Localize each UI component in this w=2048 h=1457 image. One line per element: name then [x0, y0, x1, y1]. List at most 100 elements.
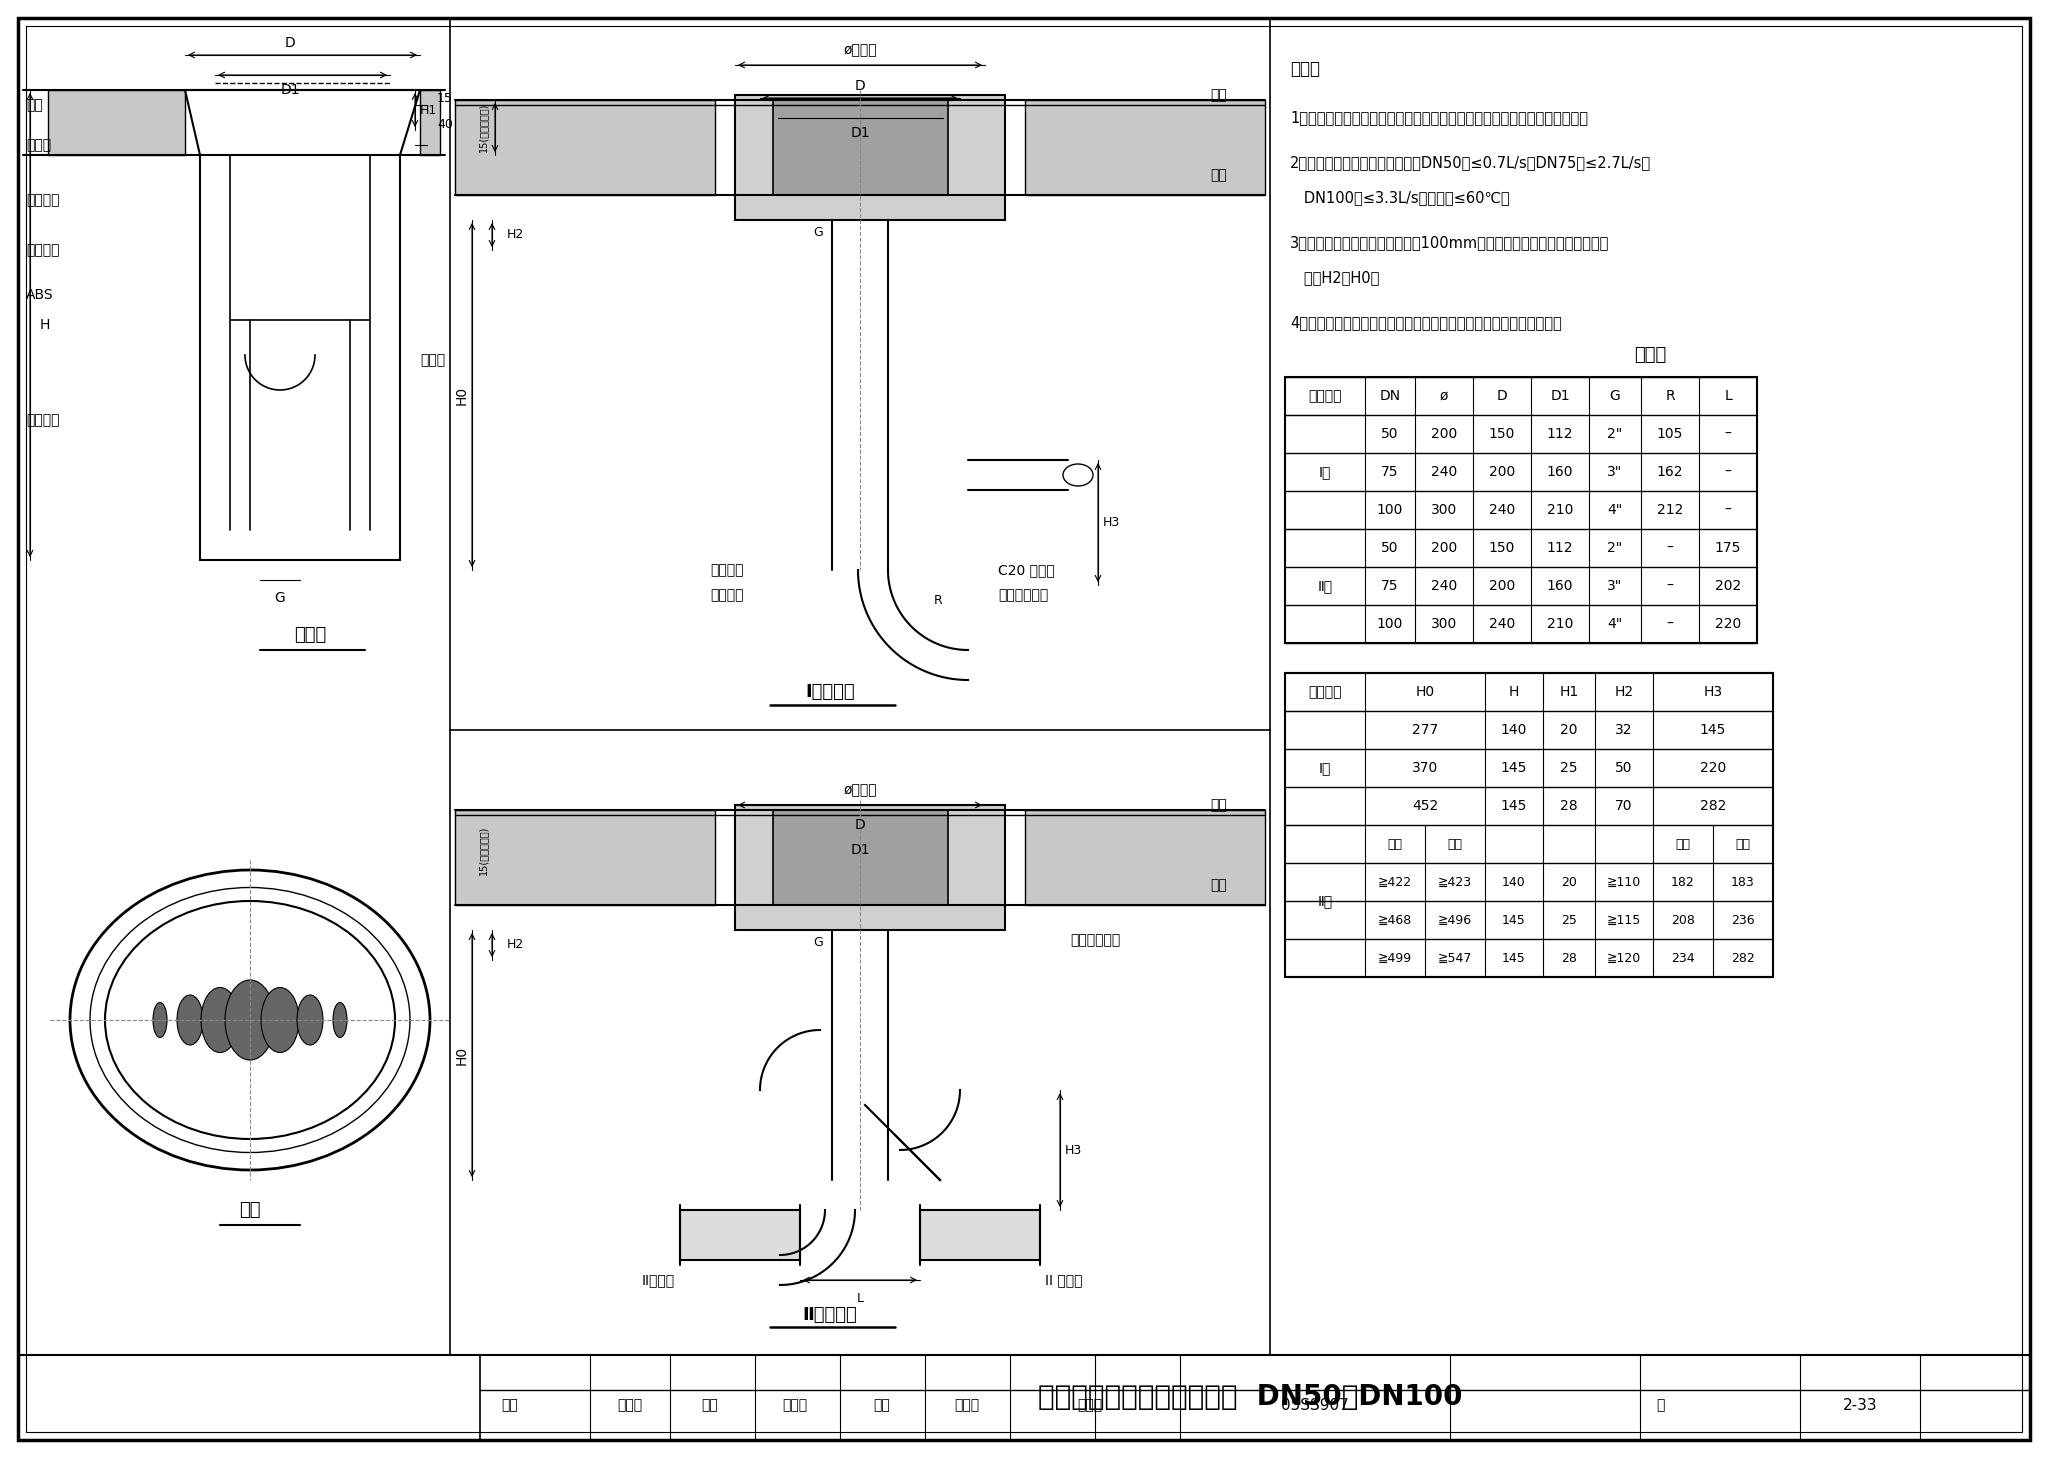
- Text: 螺纹连接: 螺纹连接: [27, 412, 59, 427]
- Text: 弯头: 弯头: [1675, 838, 1690, 851]
- Text: II 型弯头: II 型弯头: [1044, 1273, 1083, 1287]
- Text: 箅子: 箅子: [240, 1201, 260, 1220]
- Text: 外丝月弯: 外丝月弯: [711, 589, 743, 602]
- Text: 楼板: 楼板: [1210, 168, 1227, 182]
- Text: 铸铁防溢地漏构造及安装图  DN50～DN100: 铸铁防溢地漏构造及安装图 DN50～DN100: [1038, 1384, 1462, 1412]
- Text: 282: 282: [1731, 951, 1755, 965]
- Ellipse shape: [201, 988, 240, 1052]
- Text: 25: 25: [1561, 761, 1577, 775]
- Text: ≧115: ≧115: [1608, 914, 1640, 927]
- Text: 接管型号: 接管型号: [1309, 389, 1341, 404]
- Bar: [455, 810, 715, 905]
- Bar: [735, 95, 1006, 220]
- Bar: [1024, 810, 1266, 905]
- Text: 282: 282: [1700, 798, 1726, 813]
- Text: ø: ø: [1440, 389, 1448, 404]
- Text: 灰口铸铁: 灰口铸铁: [27, 243, 59, 256]
- Text: ≧120: ≧120: [1608, 951, 1640, 965]
- Ellipse shape: [260, 988, 299, 1052]
- Text: H3: H3: [1704, 685, 1722, 699]
- Text: 220: 220: [1714, 616, 1741, 631]
- Text: H: H: [41, 318, 51, 332]
- Text: 防溢件: 防溢件: [420, 353, 444, 367]
- Text: 70: 70: [1616, 798, 1632, 813]
- Text: 277: 277: [1411, 723, 1438, 737]
- Bar: [420, 90, 440, 154]
- Text: –: –: [1724, 503, 1731, 517]
- Text: 调整H2和H0。: 调整H2和H0。: [1290, 270, 1380, 286]
- Text: 452: 452: [1411, 798, 1438, 813]
- Text: Ⅰ型安装图: Ⅰ型安装图: [805, 683, 854, 701]
- Text: H2: H2: [508, 229, 524, 242]
- Text: 160: 160: [1546, 578, 1573, 593]
- Text: 50: 50: [1616, 761, 1632, 775]
- Bar: [1024, 101, 1266, 195]
- Text: 162: 162: [1657, 465, 1683, 479]
- Bar: [1024, 101, 1266, 195]
- Text: G: G: [1610, 389, 1620, 404]
- Text: Ⅱ型安装图: Ⅱ型安装图: [803, 1305, 858, 1324]
- Text: Ⅰ型: Ⅰ型: [1319, 761, 1331, 775]
- Text: D1: D1: [850, 125, 870, 140]
- Text: D: D: [854, 79, 866, 93]
- Text: 208: 208: [1671, 914, 1696, 927]
- Text: R: R: [1665, 389, 1675, 404]
- Text: 15: 15: [436, 92, 453, 105]
- Text: H2: H2: [508, 938, 524, 951]
- Text: 212: 212: [1657, 503, 1683, 517]
- Text: H1: H1: [1559, 685, 1579, 699]
- Text: 28: 28: [1561, 951, 1577, 965]
- Text: 240: 240: [1489, 616, 1516, 631]
- Text: 箅子: 箅子: [27, 98, 43, 112]
- Text: 20: 20: [1561, 723, 1577, 737]
- Text: 面层: 面层: [1210, 798, 1227, 812]
- Text: 页: 页: [1657, 1399, 1665, 1412]
- Ellipse shape: [297, 995, 324, 1045]
- Text: 尺寸表: 尺寸表: [1634, 345, 1667, 364]
- Text: –: –: [1667, 541, 1673, 555]
- Text: 150: 150: [1489, 541, 1516, 555]
- Text: 145: 145: [1700, 723, 1726, 737]
- Text: D1: D1: [1550, 389, 1571, 404]
- Text: 200: 200: [1432, 541, 1456, 555]
- Text: 05SS907: 05SS907: [1282, 1397, 1350, 1412]
- Text: 三通: 三通: [1448, 838, 1462, 851]
- Text: H3: H3: [1104, 516, 1120, 529]
- Text: 202: 202: [1714, 578, 1741, 593]
- Bar: [772, 101, 948, 195]
- Text: G: G: [274, 592, 285, 605]
- Text: ≧468: ≧468: [1378, 914, 1413, 927]
- Ellipse shape: [154, 1002, 168, 1037]
- Text: 300: 300: [1432, 503, 1456, 517]
- Text: 150: 150: [1489, 427, 1516, 441]
- Text: D1: D1: [281, 83, 299, 98]
- Text: 112: 112: [1546, 541, 1573, 555]
- Text: 接管型号: 接管型号: [1309, 685, 1341, 699]
- Text: 105: 105: [1657, 427, 1683, 441]
- Text: 校对: 校对: [702, 1399, 719, 1412]
- Bar: [47, 90, 184, 154]
- Bar: [1284, 673, 1774, 978]
- Text: 140: 140: [1501, 723, 1528, 737]
- Text: DN: DN: [1380, 389, 1401, 404]
- Text: 审核: 审核: [502, 1399, 518, 1412]
- Bar: [1024, 810, 1266, 905]
- Text: ≧499: ≧499: [1378, 951, 1411, 965]
- Text: ≧547: ≧547: [1438, 951, 1473, 965]
- Text: 2": 2": [1608, 541, 1622, 555]
- Text: II型三通: II型三通: [641, 1273, 676, 1287]
- Bar: [455, 101, 715, 195]
- Text: 210: 210: [1546, 616, 1573, 631]
- Text: 112: 112: [1546, 427, 1573, 441]
- Text: 200: 200: [1489, 578, 1516, 593]
- Text: H: H: [1509, 685, 1520, 699]
- Text: ABS: ABS: [27, 288, 53, 302]
- Text: 2-33: 2-33: [1843, 1397, 1878, 1412]
- Text: 145: 145: [1501, 761, 1528, 775]
- Bar: [455, 101, 715, 195]
- Text: 370: 370: [1411, 761, 1438, 775]
- Text: 调节件: 调节件: [27, 138, 51, 152]
- Text: H0: H0: [1415, 685, 1434, 699]
- Text: 40: 40: [436, 118, 453, 131]
- Text: DN100，≤3.3L/s；耐温：≤60℃。: DN100，≤3.3L/s；耐温：≤60℃。: [1290, 189, 1509, 205]
